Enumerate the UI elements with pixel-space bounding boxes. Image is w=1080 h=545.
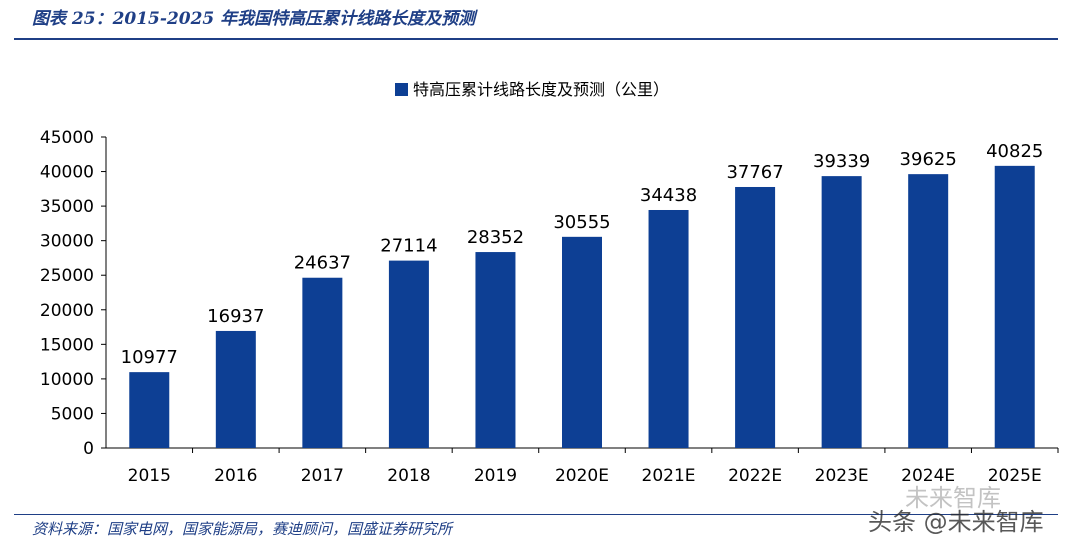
y-tick-label: 45000 [40, 128, 94, 148]
bar-value-label: 39339 [813, 151, 870, 172]
bar-value-label: 27114 [380, 236, 437, 257]
bar-value-label: 34438 [640, 185, 697, 206]
x-tick-label: 2019 [474, 466, 517, 486]
bar [821, 176, 862, 449]
bar [215, 330, 256, 448]
bar-value-label: 37767 [726, 162, 783, 183]
x-tick-label: 2023E [815, 466, 869, 486]
bar-value-label: 10977 [121, 347, 178, 368]
bar [129, 372, 170, 448]
y-tick-label: 10000 [40, 370, 94, 390]
x-tick-label: 2017 [301, 466, 344, 486]
y-tick-label: 0 [83, 439, 94, 459]
watermark: 头条 @未来智库 [868, 508, 1044, 536]
y-tick-label: 40000 [40, 163, 94, 183]
bar [475, 252, 516, 448]
figure-title: 图表 25：2015-2025 年我国特高压累计线路长度及预测 [32, 9, 476, 29]
bar [562, 236, 602, 448]
x-tick-label: 2021E [642, 466, 696, 486]
bar [908, 174, 949, 448]
y-tick-label: 30000 [40, 232, 94, 252]
legend-label: 特高压累计线路长度及预测（公里） [413, 80, 669, 99]
chart-legend: 特高压累计线路长度及预测（公里） [395, 80, 669, 99]
x-tick-label: 2020E [555, 466, 609, 486]
title-divider [14, 38, 1058, 40]
watermark-ghost: 未来智库 [905, 484, 1001, 512]
x-tick-label: 2016 [214, 466, 257, 486]
x-tick-label: 2024E [901, 466, 955, 486]
x-tick-label: 2018 [387, 466, 430, 486]
x-tick-label: 2025E [988, 466, 1042, 486]
bar-value-label: 24637 [294, 253, 351, 274]
bar-value-label: 40825 [986, 141, 1043, 162]
y-tick-label: 15000 [40, 335, 94, 355]
y-tick-label: 35000 [40, 197, 94, 217]
bar-chart: 0 5000 10000 15000 20000 25000 30000 35000 40000… [40, 80, 1059, 486]
source-note: 资料来源：国家电网，国家能源局，赛迪顾问，国盛证券研究所 [32, 520, 453, 538]
bar [994, 165, 1035, 448]
legend-swatch [395, 83, 408, 96]
footer-divider [14, 514, 1058, 515]
bar-value-label: 39625 [900, 149, 957, 170]
bar-value-label: 28352 [467, 227, 524, 248]
x-tick-label: 2022E [728, 466, 782, 486]
chart-bars: 10977 16937 24637 27114 28352 30555 34438 37767… [121, 141, 1043, 449]
bar [302, 277, 343, 448]
chart-axes: 0 5000 10000 15000 20000 25000 30000 35000 40000… [40, 128, 1059, 486]
bar [735, 186, 776, 448]
y-tick-label: 25000 [40, 266, 94, 286]
y-tick-label: 5000 [51, 404, 94, 424]
bar [648, 209, 689, 448]
bar-value-label: 30555 [553, 212, 610, 233]
x-tick-label: 2015 [128, 466, 171, 486]
bar-value-label: 16937 [207, 306, 264, 327]
y-tick-label: 20000 [40, 301, 94, 321]
bar [388, 260, 429, 448]
